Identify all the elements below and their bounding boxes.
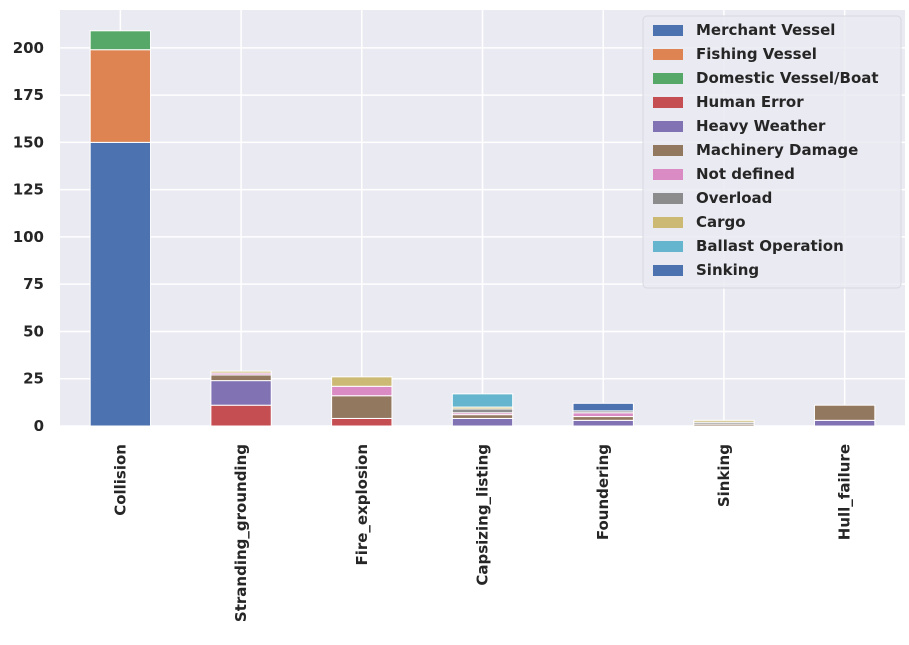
legend: Merchant Vessel Fishing Vessel Domestic Ve…: [642, 15, 902, 289]
legend-entry-label: Human Error: [696, 93, 804, 111]
bar-segment: [572, 419, 634, 427]
y-tick-label: 175: [13, 86, 44, 104]
y-tick-label: 25: [23, 370, 44, 388]
legend-swatch: [653, 121, 683, 132]
legend-entry-label: Ballast Operation: [696, 237, 844, 255]
y-tick-label: 100: [13, 228, 44, 246]
bar-segment: [813, 404, 876, 421]
bar-segment: [331, 395, 393, 419]
bar-segment: [331, 385, 393, 397]
x-tick-label: Stranding_grounding: [232, 444, 250, 622]
legend-swatch: [653, 265, 683, 276]
x-tick-label: Hull_failure: [836, 444, 854, 540]
y-tick-label: 200: [13, 39, 44, 57]
bar-segment: [451, 417, 514, 427]
legend-entry-label: Sinking: [696, 261, 759, 279]
y-tick-label: 50: [23, 322, 44, 340]
bar-segment: [572, 402, 634, 412]
bar-segment: [210, 380, 272, 406]
x-axis-tick-labels: Collision Stranding_grounding Fire_explosi…: [111, 444, 853, 622]
legend-swatch: [653, 49, 683, 60]
x-tick-label: Fire_explosion: [353, 444, 371, 566]
legend-entry-label: Domestic Vessel/Boat: [696, 69, 879, 87]
legend-swatch: [653, 193, 683, 204]
bar-segment: [813, 419, 876, 427]
bar-segment: [210, 370, 272, 374]
bar-segment: [89, 49, 152, 143]
legend-entry-label: Heavy Weather: [696, 117, 826, 135]
bar-segment: [572, 412, 634, 418]
bar-segment: [451, 408, 514, 414]
legend-swatch: [653, 73, 683, 84]
bar-segment: [331, 376, 393, 387]
bar-segment: [451, 393, 514, 408]
legend-entry-label: Cargo: [696, 213, 746, 231]
bar-segment: [89, 30, 152, 51]
legend-box: [642, 15, 902, 289]
legend-entry-label: Not defined: [696, 165, 795, 183]
legend-entry-label: Merchant Vessel: [696, 21, 835, 39]
bars: [89, 30, 876, 427]
legend-entry-label: Machinery Damage: [696, 141, 858, 159]
x-tick-label: Sinking: [715, 444, 733, 507]
y-axis-tick-labels: 0 25 50 75 100 125 150 175 200: [13, 39, 44, 435]
x-tick-label: Collision: [111, 444, 129, 516]
legend-swatch: [653, 169, 683, 180]
legend-entry-label: Fishing Vessel: [696, 45, 817, 63]
x-tick-label: Capsizing_listing: [474, 444, 492, 586]
legend-swatch: [653, 97, 683, 108]
x-tick-label: Foundering: [594, 444, 612, 540]
y-tick-label: 75: [23, 275, 44, 293]
bar-segment: [572, 416, 634, 421]
bar-segment: [331, 417, 393, 427]
bar-segment: [451, 414, 514, 419]
legend-entry-label: Overload: [696, 189, 772, 207]
bar-segment: [210, 374, 272, 382]
legend-swatch: [653, 217, 683, 228]
legend-swatch: [653, 25, 683, 36]
bar-segment: [693, 419, 755, 423]
bar-segment: [89, 141, 152, 427]
y-tick-label: 150: [13, 133, 44, 151]
y-tick-label: 0: [34, 417, 44, 435]
legend-swatch: [653, 241, 683, 252]
bar-segment: [210, 404, 272, 427]
legend-swatch: [653, 145, 683, 156]
y-tick-label: 125: [13, 181, 44, 199]
